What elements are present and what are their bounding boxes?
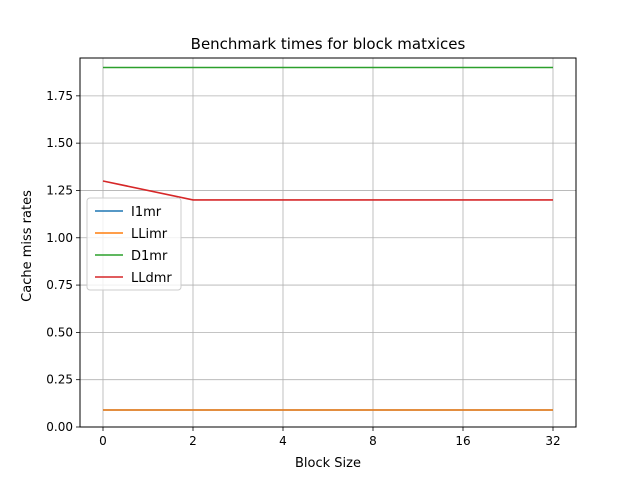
legend-label: LLdmr bbox=[131, 271, 172, 286]
chart-title: Benchmark times for block matxices bbox=[191, 35, 466, 53]
grid bbox=[80, 58, 576, 428]
y-tick-label: 1.25 bbox=[46, 183, 73, 197]
axes-frame bbox=[79, 57, 577, 428]
y-tick-label: 1.75 bbox=[46, 89, 73, 103]
x-tick-label: 4 bbox=[279, 434, 287, 448]
x-tick-label: 2 bbox=[189, 434, 197, 448]
legend-label: D1mr bbox=[131, 249, 168, 264]
legend-box bbox=[86, 197, 182, 291]
series-line-lldmr bbox=[102, 180, 553, 201]
y-tick-label: 0.50 bbox=[46, 325, 73, 339]
x-axis-ticks: 0 2 4 8 16 32 bbox=[99, 427, 561, 448]
y-axis-ticks: 0.00 0.25 0.50 0.75 1.00 1.25 1.50 1.75 bbox=[46, 89, 80, 434]
series-lines bbox=[102, 66, 553, 411]
legend-label: LLimr bbox=[131, 227, 168, 242]
y-tick-label: 1.00 bbox=[46, 231, 73, 245]
x-axis-label: Block Size bbox=[295, 456, 361, 471]
y-axis-label: Cache miss rates bbox=[20, 190, 35, 302]
x-tick-label: 16 bbox=[455, 434, 470, 448]
y-tick-label: 0.25 bbox=[46, 373, 73, 387]
y-tick-label: 0.75 bbox=[46, 278, 73, 292]
y-tick-label: 1.50 bbox=[46, 136, 73, 150]
x-tick-label: 0 bbox=[99, 434, 107, 448]
legend: I1mr LLimr D1mr LLdmr bbox=[86, 197, 182, 291]
y-tick-label: 0.00 bbox=[46, 420, 73, 434]
legend-label: I1mr bbox=[131, 205, 162, 220]
x-tick-label: 8 bbox=[369, 434, 377, 448]
x-tick-label: 32 bbox=[545, 434, 560, 448]
